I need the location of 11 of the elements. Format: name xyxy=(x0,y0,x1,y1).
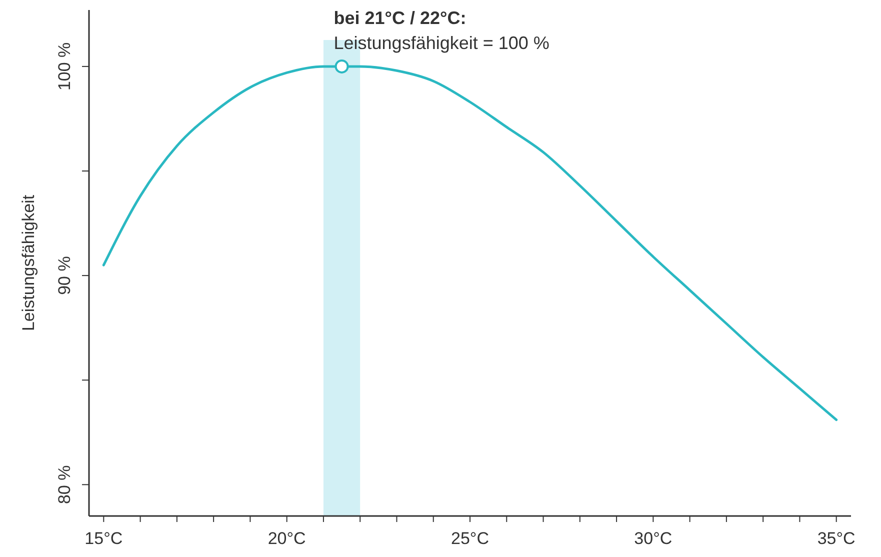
annotation: bei 21°C / 22°C: xyxy=(334,8,466,28)
y-tick-label: 100 % xyxy=(55,42,74,91)
x-tick-label: 30°C xyxy=(634,529,672,548)
y-tick-label: 90 % xyxy=(55,256,74,295)
y-axis-title: Leistungsfähigkeit xyxy=(19,194,38,332)
y-tick-label: 80 % xyxy=(55,465,74,504)
x-tick-label: 25°C xyxy=(451,529,489,548)
annotation: Leistungsfähigkeit = 100 % xyxy=(334,33,550,53)
x-tick-label: 20°C xyxy=(268,529,306,548)
x-tick-label: 15°C xyxy=(84,529,123,548)
x-tick-label: 35°C xyxy=(817,529,856,548)
